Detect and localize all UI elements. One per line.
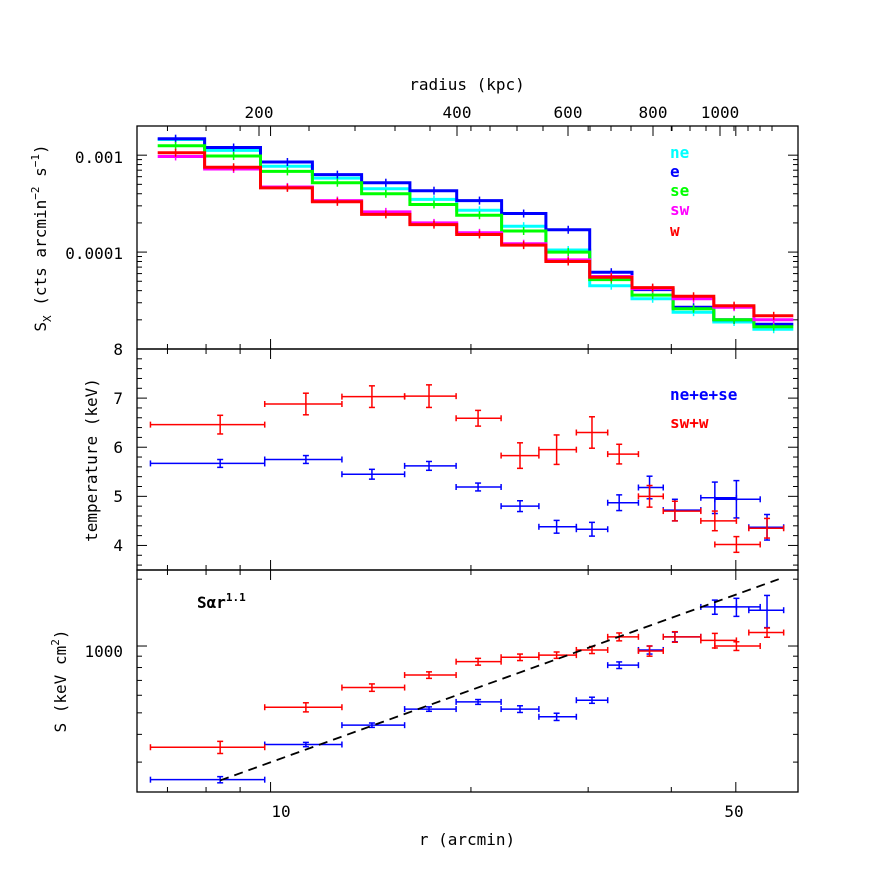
bottom-axis-title: r (arcmin) xyxy=(419,830,515,849)
panel-temp-data xyxy=(149,384,785,554)
temp-tick-label: 8 xyxy=(113,340,123,359)
panel-entropy-frame xyxy=(136,569,799,793)
top-tick-label: 600 xyxy=(554,103,583,122)
temp-tick-label: 4 xyxy=(113,536,123,555)
axis-ticks xyxy=(137,125,798,792)
entropy-annotation: Sαr1.1 xyxy=(197,591,246,612)
sx-profile-w xyxy=(157,151,794,318)
temp-tick-label: 5 xyxy=(113,487,123,506)
sx-tick-label: 0.0001 xyxy=(65,244,123,263)
legend-ne: ne xyxy=(670,143,689,162)
entropy-power-law-fit xyxy=(219,578,780,782)
entropy-y-axis-title: S (keV cm2) xyxy=(49,630,70,733)
temp-tick-label: 7 xyxy=(113,389,123,408)
bottom-tick-label: 10 xyxy=(271,802,290,821)
top-tick-label: 1000 xyxy=(701,103,740,122)
panel-entropy-data xyxy=(149,578,785,784)
legend-ne-e-se: ne+e+se xyxy=(670,385,737,404)
panel-sx-frame xyxy=(136,125,799,350)
temp-y-axis-title: temperature (keV) xyxy=(82,378,101,542)
panel-temp-frame xyxy=(136,348,799,571)
legend-w: w xyxy=(670,221,680,240)
legend-sw: sw xyxy=(670,200,690,219)
sx-tick-label: 0.001 xyxy=(75,148,123,167)
legend-e: e xyxy=(670,162,680,181)
bottom-tick-label: 50 xyxy=(724,802,743,821)
legend-se: se xyxy=(670,181,689,200)
temp-tick-label: 6 xyxy=(113,438,123,457)
top-tick-label: 800 xyxy=(639,103,668,122)
top-tick-label: 200 xyxy=(245,103,274,122)
legend-sw-w: sw+w xyxy=(670,413,709,432)
sx-y-axis-title: SX (cts arcmin−2 s−1) xyxy=(29,144,54,331)
entropy-tick-label: 1000 xyxy=(84,642,123,661)
panel-sx-data xyxy=(157,134,794,334)
top-axis-title: radius (kpc) xyxy=(409,75,525,94)
top-tick-label: 400 xyxy=(443,103,472,122)
